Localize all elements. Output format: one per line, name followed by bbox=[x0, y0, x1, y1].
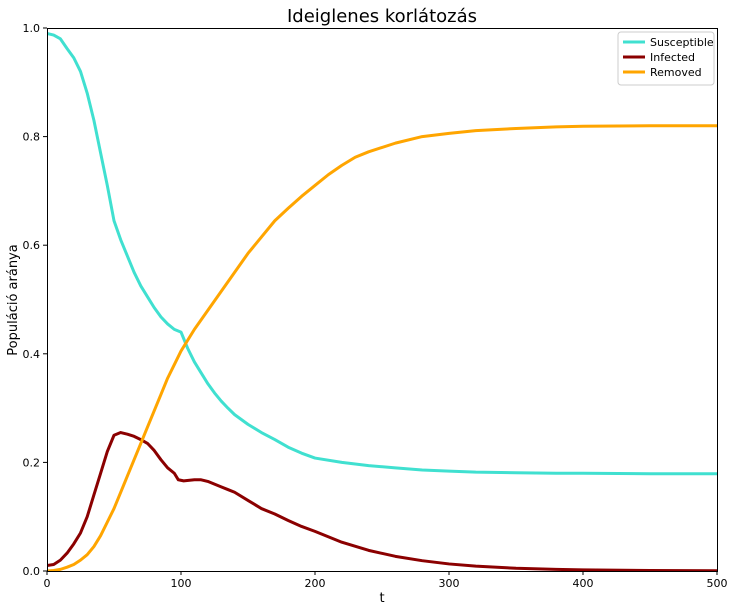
x-tick-label: 500 bbox=[707, 577, 728, 590]
legend-label: Removed bbox=[650, 66, 702, 79]
y-tick-label: 0.8 bbox=[23, 131, 41, 144]
x-tick-label: 400 bbox=[573, 577, 594, 590]
x-tick-label: 100 bbox=[171, 577, 192, 590]
y-tick-label: 0.6 bbox=[23, 239, 41, 252]
y-tick-label: 1.0 bbox=[23, 22, 41, 35]
y-tick-label: 0.4 bbox=[23, 348, 41, 361]
x-tick-label: 300 bbox=[439, 577, 460, 590]
x-tick-label: 0 bbox=[44, 577, 51, 590]
chart-title: Ideiglenes korlátozás bbox=[287, 6, 477, 27]
y-tick-label: 0.0 bbox=[23, 565, 41, 578]
x-tick-label: 200 bbox=[305, 577, 326, 590]
series-line-susceptible bbox=[47, 31, 717, 476]
series-line-removed bbox=[47, 124, 717, 571]
legend-label: Infected bbox=[650, 51, 695, 64]
series-group bbox=[47, 31, 717, 571]
x-axis-label: t bbox=[379, 591, 384, 606]
y-tick-label: 0.2 bbox=[23, 456, 41, 469]
y-axis: 0.0 0.2 0.4 0.6 0.8 1.0 bbox=[23, 22, 47, 578]
legend: Susceptible Infected Removed bbox=[617, 31, 715, 86]
legend-label: Susceptible bbox=[650, 36, 714, 49]
y-axis-label: Populáció aránya bbox=[6, 244, 21, 355]
series-line-infected bbox=[47, 431, 717, 571]
plot-frame bbox=[47, 28, 718, 572]
x-axis: 0 100 200 300 400 500 bbox=[44, 571, 728, 590]
